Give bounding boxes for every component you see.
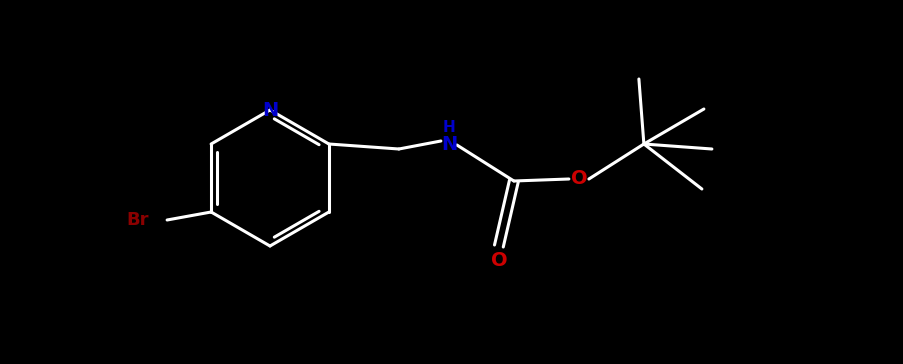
Text: Br: Br [126, 211, 149, 229]
Text: O: O [490, 250, 507, 269]
Text: H: H [442, 119, 455, 135]
Text: N: N [262, 100, 278, 119]
Text: N: N [441, 135, 457, 154]
Text: O: O [570, 170, 587, 189]
